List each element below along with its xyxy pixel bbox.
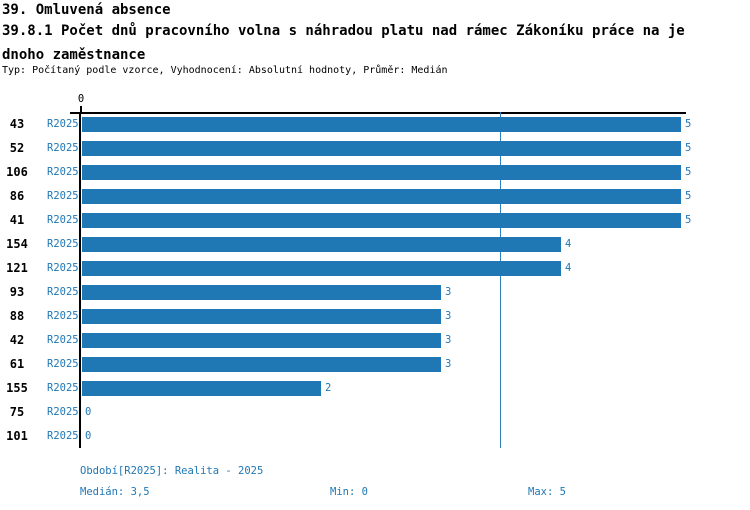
bar-value-label: 0: [85, 430, 92, 442]
bar-value-label: 5: [685, 118, 692, 130]
footer-median: Medián: 3,5: [80, 486, 150, 498]
series-label: R2025: [47, 430, 79, 442]
table-row: 106 R2025 5: [0, 160, 750, 184]
series-label: R2025: [47, 382, 79, 394]
table-row: 42 R2025 3: [0, 328, 750, 352]
bar-value-label: 5: [685, 214, 692, 226]
bar: [82, 332, 441, 348]
bar-value-label: 0: [85, 406, 92, 418]
series-label: R2025: [47, 334, 79, 346]
table-row: 61 R2025 3: [0, 352, 750, 376]
category-label: 93: [9, 285, 25, 299]
category-label: 61: [9, 357, 25, 371]
bar: [82, 212, 681, 228]
category-label: 42: [9, 333, 25, 347]
series-label: R2025: [47, 190, 79, 202]
table-row: 86 R2025 5: [0, 184, 750, 208]
bar: [82, 188, 681, 204]
table-row: 154 R2025 4: [0, 232, 750, 256]
median-line: [500, 112, 501, 448]
indicator-title-line1: 39.8.1 Počet dnů pracovního volna s náhr…: [2, 23, 685, 39]
category-label: 154: [6, 237, 28, 251]
bar: [82, 308, 441, 324]
report-title: 39. Omluvená absence: [2, 2, 171, 18]
table-row: 155 R2025 2: [0, 376, 750, 400]
bar-value-label: 3: [445, 358, 452, 370]
bar-value-label: 2: [325, 382, 332, 394]
table-row: 88 R2025 3: [0, 304, 750, 328]
category-label: 121: [6, 261, 28, 275]
chart-meta: Typ: Počítaný podle vzorce, Vyhodnocení:…: [2, 65, 448, 76]
series-label: R2025: [47, 142, 79, 154]
table-row: 41 R2025 5: [0, 208, 750, 232]
footer-max: Max: 5: [528, 486, 566, 498]
series-label: R2025: [47, 166, 79, 178]
series-label: R2025: [47, 310, 79, 322]
bar: [82, 236, 561, 252]
bar: [82, 284, 441, 300]
bar-value-label: 3: [445, 286, 452, 298]
table-row: 52 R2025 5: [0, 136, 750, 160]
footer-period: Období[R2025]: Realita - 2025: [80, 465, 264, 477]
table-row: 43 R2025 5: [0, 112, 750, 136]
table-row: 121 R2025 4: [0, 256, 750, 280]
bar-value-label: 3: [445, 334, 452, 346]
indicator-title-line2: dnoho zaměstnance: [2, 47, 146, 63]
bar-value-label: 4: [565, 238, 572, 250]
category-label: 101: [6, 429, 28, 443]
y-axis-line: [79, 112, 81, 448]
series-label: R2025: [47, 214, 79, 226]
bar: [82, 380, 321, 396]
series-label: R2025: [47, 286, 79, 298]
bar: [82, 164, 681, 180]
x-axis-zero-label: 0: [77, 93, 85, 105]
bar: [82, 140, 681, 156]
bar: [82, 260, 561, 276]
category-label: 41: [9, 213, 25, 227]
series-label: R2025: [47, 358, 79, 370]
series-label: R2025: [47, 406, 79, 418]
table-row: 75 R2025 0: [0, 400, 750, 424]
x-axis-line: [70, 112, 686, 114]
category-label: 155: [6, 381, 28, 395]
series-label: R2025: [47, 238, 79, 250]
bar: [82, 356, 441, 372]
category-label: 88: [9, 309, 25, 323]
category-label: 86: [9, 189, 25, 203]
bar-value-label: 4: [565, 262, 572, 274]
category-label: 106: [6, 165, 28, 179]
bar-value-label: 5: [685, 166, 692, 178]
table-row: 101 R2025 0: [0, 424, 750, 448]
series-label: R2025: [47, 118, 79, 130]
bar: [82, 116, 681, 132]
table-row: 93 R2025 3: [0, 280, 750, 304]
bar-value-label: 5: [685, 142, 692, 154]
bar-value-label: 3: [445, 310, 452, 322]
footer-min: Min: 0: [330, 486, 368, 498]
bar-value-label: 5: [685, 190, 692, 202]
series-label: R2025: [47, 262, 79, 274]
category-label: 43: [9, 117, 25, 131]
category-label: 75: [9, 405, 25, 419]
x-axis-tick: [80, 106, 82, 112]
category-label: 52: [9, 141, 25, 155]
